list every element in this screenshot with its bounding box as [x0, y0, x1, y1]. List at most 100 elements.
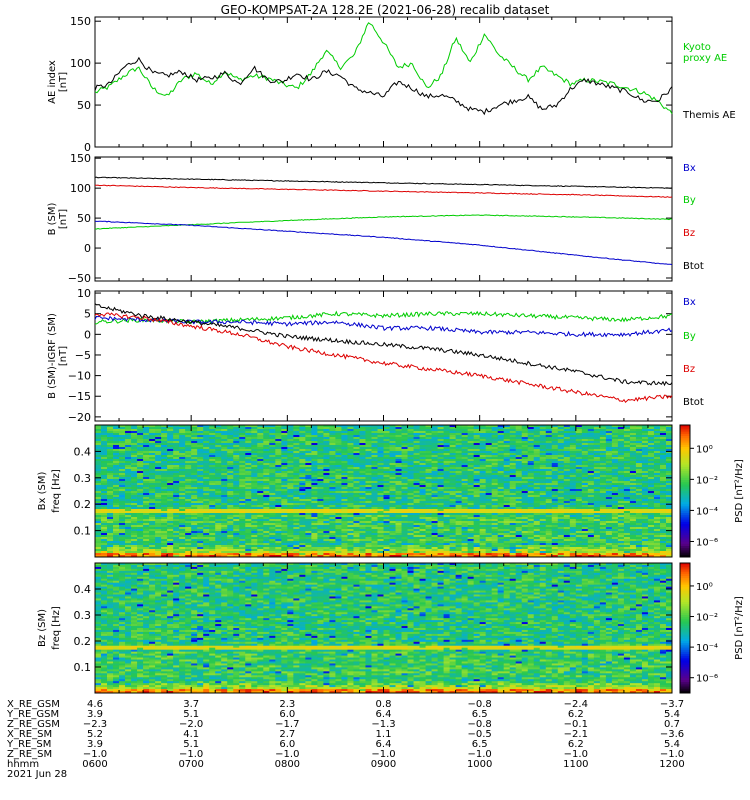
ephemeris-label: hhmm: [7, 759, 39, 770]
colorbar-tick-label: 10⁻²: [696, 613, 718, 624]
y-tick-label: 0.2: [74, 498, 92, 511]
ephemeris-value: 2.3: [279, 699, 295, 710]
colorbar-step: [680, 682, 690, 685]
colorbar-step: [680, 643, 690, 646]
y-axis-label-line2: [nT]: [58, 209, 69, 229]
colorbar-step: [680, 466, 690, 470]
colorbar-step: [680, 688, 690, 692]
colorbar-step: [680, 684, 690, 687]
colorbar-step: [680, 532, 690, 536]
colorbar-step: [680, 593, 690, 596]
y-axis-label-3: Bx (SM) freq [Hz]: [37, 469, 62, 513]
colorbar-tick-label: 10⁻⁶: [696, 537, 718, 548]
colorbar-step: [680, 444, 690, 448]
series-2-1: [94, 315, 673, 338]
colorbar-step: [680, 573, 690, 577]
colorbar-step: [680, 567, 690, 570]
ephemeris-value: −1.0: [275, 749, 299, 760]
colorbar-tick-label: 10⁰: [696, 582, 713, 593]
colorbar-step: [680, 530, 690, 534]
ephemeris-value: 6.2: [568, 739, 584, 750]
colorbar-step: [680, 632, 690, 635]
colorbar-step: [680, 606, 690, 609]
colorbar-step: [680, 460, 690, 463]
y-tick-label: −5: [75, 349, 91, 362]
colorbar-step: [680, 628, 690, 631]
y-tick-label: −50: [68, 272, 91, 285]
colorbar-step: [680, 524, 690, 527]
colorbar-step: [680, 638, 690, 642]
colorbar-step: [680, 608, 690, 612]
colorbar-step: [680, 515, 690, 518]
ephemeris-value: 1100: [563, 759, 588, 770]
colorbar-step: [680, 504, 690, 507]
colorbar-step: [680, 436, 690, 439]
legend-entry-2-3: Btot: [683, 397, 704, 408]
ephemeris-label: Y_RE_GSM: [6, 709, 59, 720]
y-axis-label-line2: freq [Hz]: [51, 606, 62, 650]
colorbar-step: [680, 493, 690, 496]
ephemeris-value: 6.0: [279, 709, 295, 720]
colorbar-frame-4: [679, 562, 691, 694]
colorbar-step: [680, 645, 690, 648]
colorbar-step: [680, 651, 690, 655]
colorbar-step: [680, 630, 690, 633]
colorbar-step: [680, 619, 690, 622]
series-1-0: [94, 176, 673, 189]
colorbar-step: [680, 499, 690, 503]
y-tick-label: 0.3: [74, 472, 92, 485]
y-axis-label-line1: B (SM): [47, 202, 58, 235]
legend-entry-1-2: Bz: [683, 228, 695, 239]
colorbar-step: [680, 565, 690, 568]
colorbar-step: [680, 660, 690, 664]
colorbar-step: [680, 636, 690, 640]
colorbar-step: [680, 680, 690, 683]
series-2-2: [94, 303, 673, 387]
y-tick-label: 0: [84, 242, 91, 255]
colorbar-step: [680, 528, 690, 532]
ephemeris-value: −3.6: [660, 729, 684, 740]
y-tick-label: 150: [70, 15, 91, 28]
ephemeris-value: −2.3: [83, 719, 107, 730]
colorbar-step: [680, 673, 690, 677]
colorbar-step: [680, 521, 690, 525]
ephemeris-value: 6.2: [568, 709, 584, 720]
series-1-3: [94, 220, 673, 266]
ephemeris-value: 5.4: [664, 709, 680, 720]
colorbar-step: [680, 543, 690, 547]
ephemeris-value: 5.1: [183, 709, 199, 720]
ephemeris-value: 3.9: [87, 709, 103, 720]
series-2-3: [94, 312, 673, 403]
ephemeris-value: 5.1: [183, 739, 199, 750]
colorbar-step: [680, 537, 690, 540]
ephemeris-value: 1.1: [376, 729, 392, 740]
legend-entry-1-3: Btot: [683, 261, 704, 272]
colorbar-step: [680, 535, 690, 538]
y-axis-label-line1: AE index: [47, 60, 58, 104]
ephemeris-value: 0600: [82, 759, 107, 770]
ephemeris-value: −0.5: [468, 729, 492, 740]
y-tick-label: 0: [84, 141, 91, 154]
ephemeris-value: 1200: [659, 759, 684, 770]
y-axis-label-4: Bz (SM) freq [Hz]: [37, 606, 62, 650]
colorbar-tick-label: 10⁻⁶: [696, 674, 718, 685]
colorbar-step: [680, 595, 690, 599]
y-axis-label-line1: B (SM)-IGRF (SM): [47, 313, 58, 399]
colorbar-step: [680, 649, 690, 653]
colorbar-step: [680, 482, 690, 485]
colorbar-step: [680, 615, 690, 618]
colorbar-step: [680, 506, 690, 510]
colorbar-step: [680, 563, 690, 566]
ephemeris-value: 0.7: [664, 719, 680, 730]
colorbar-label-3: PSD [nT²/Hz]: [734, 459, 745, 523]
colorbar-step: [680, 623, 690, 627]
y-axis-label-2: B (SM)-IGRF (SM) [nT]: [47, 313, 69, 399]
colorbar-step: [680, 469, 690, 472]
colorbar-tick-label: 10⁻⁴: [696, 506, 718, 517]
ephemeris-label: Y_RE_SM: [6, 739, 51, 750]
colorbar-step: [680, 669, 690, 672]
ephemeris-value: −2.0: [179, 719, 203, 730]
ephemeris-value: 0800: [275, 759, 300, 770]
colorbar-step: [680, 491, 690, 494]
